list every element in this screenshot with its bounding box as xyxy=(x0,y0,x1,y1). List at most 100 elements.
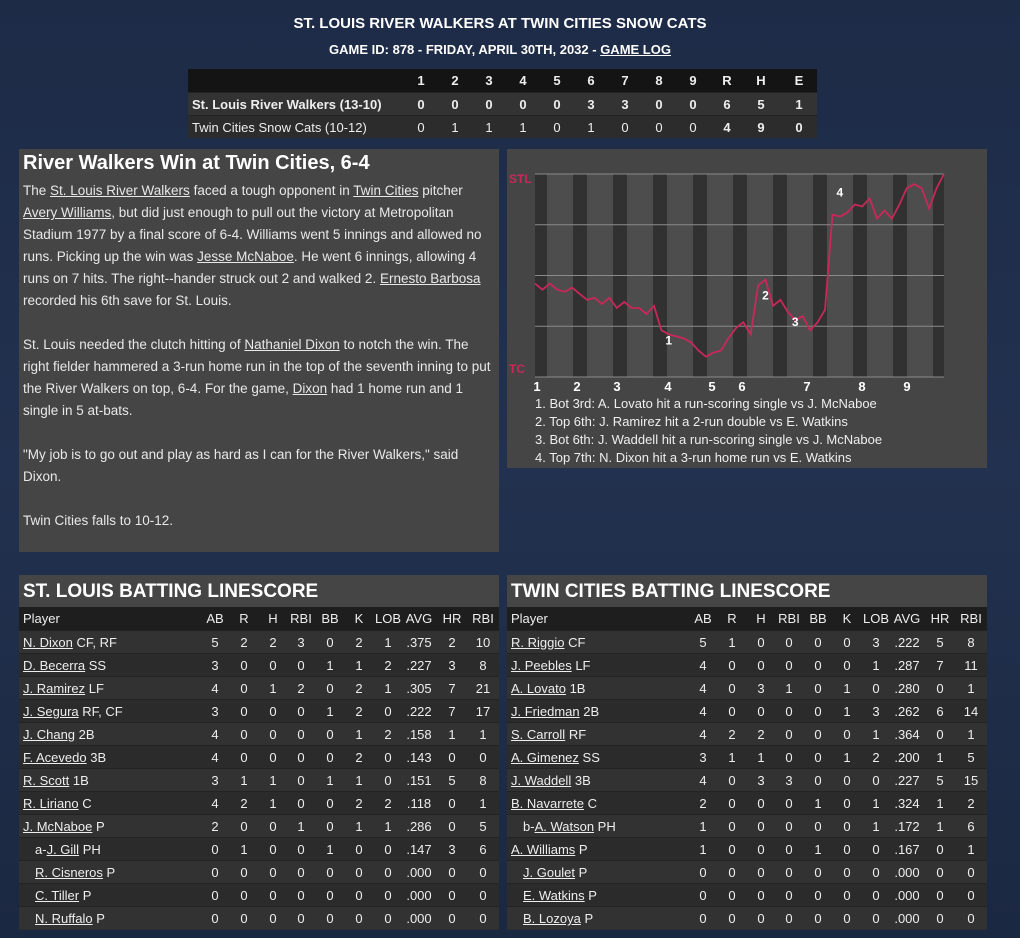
article-link[interactable]: Dixon xyxy=(292,381,328,396)
player-link[interactable]: A. Lovato xyxy=(511,681,566,696)
stat-cell: .200 xyxy=(894,750,920,765)
stat-cell: 0 xyxy=(757,796,765,811)
batting-row: R. Scott 1B 3 1 1 0 1 1 0 .151 5 8 xyxy=(19,768,499,791)
stat-cell: 0 xyxy=(872,773,880,788)
stat-cell: 0 xyxy=(297,704,305,719)
player-cell: J. Waddell 3B xyxy=(511,773,591,788)
stat-cell: .324 xyxy=(894,796,920,811)
stat-cell: 0 xyxy=(384,911,392,926)
stat-cell: 1 xyxy=(967,842,975,857)
stat-cell: .000 xyxy=(406,911,432,926)
stat-cell: 0 xyxy=(843,911,851,926)
stat-cell: 0 xyxy=(936,865,944,880)
player-link[interactable]: J. Gill xyxy=(46,842,80,857)
player-link[interactable]: S. Carroll xyxy=(511,727,566,742)
stat-cell: 0 xyxy=(814,819,822,834)
stat-cell: 0 xyxy=(326,888,334,903)
article-paragraph: The St. Louis River Walkers faced a toug… xyxy=(23,180,493,312)
player-position: CF xyxy=(568,635,586,650)
stat-cell: 0 xyxy=(384,865,392,880)
event-marker: 2 xyxy=(762,289,769,303)
player-link[interactable]: N. Dixon xyxy=(23,635,73,650)
player-link[interactable]: A. Watson xyxy=(534,819,595,834)
stat-cell: 2 xyxy=(240,796,248,811)
stat-cell: 5 xyxy=(479,819,487,834)
player-link[interactable]: J. Waddell xyxy=(511,773,572,788)
player-link[interactable]: A. Gimenez xyxy=(511,750,579,765)
linescore-col-label: 5 xyxy=(553,73,561,88)
inning-label: 4 xyxy=(664,379,672,394)
event-note: 4. Top 7th: N. Dixon hit a 3-run home ru… xyxy=(535,450,852,465)
player-link[interactable]: R. Cisneros xyxy=(35,865,103,880)
player-cell: D. Becerra SS xyxy=(23,658,106,673)
player-link[interactable]: D. Becerra xyxy=(23,658,86,673)
player-position: CF, RF xyxy=(76,635,117,650)
player-link[interactable]: B. Navarrete xyxy=(511,796,584,811)
stat-cell: 1 xyxy=(843,681,851,696)
player-link[interactable]: C. Tiller xyxy=(35,888,80,903)
stat-cell: 0 xyxy=(757,842,765,857)
page-subtitle: GAME ID: 878 - FRIDAY, APRIL 30TH, 2032 … xyxy=(0,42,1000,57)
article-link[interactable]: Jesse McNaboe xyxy=(197,249,294,264)
column-label: R xyxy=(727,611,737,626)
player-link[interactable]: R. Riggio xyxy=(511,635,565,650)
player-link[interactable]: J. Segura xyxy=(23,704,79,719)
player-link[interactable]: J. Chang xyxy=(23,727,76,742)
article-link[interactable]: St. Louis River Walkers xyxy=(50,183,190,198)
player-link[interactable]: J. Goulet xyxy=(523,865,576,880)
player-position: 1B xyxy=(569,681,586,696)
stat-cell: 0 xyxy=(699,865,707,880)
article-link[interactable]: Twin Cities xyxy=(353,183,419,198)
stat-cell: 0 xyxy=(936,888,944,903)
article-link[interactable]: Avery Williams xyxy=(23,205,112,220)
stat-cell: 0 xyxy=(240,819,248,834)
stat-cell: 0 xyxy=(757,819,765,834)
batting-row: A. Williams P 1 0 0 0 1 0 0 .167 0 1 xyxy=(507,837,987,860)
stat-cell: 0 xyxy=(785,727,793,742)
stat-cell: 2 xyxy=(699,796,707,811)
stat-cell: .143 xyxy=(406,750,432,765)
player-link[interactable]: J. Peebles xyxy=(511,658,572,673)
stat-cell: 0 xyxy=(479,865,487,880)
stat-cell: 1 xyxy=(355,819,363,834)
stat-cell: .000 xyxy=(406,888,432,903)
stat-cell: 0 xyxy=(384,750,392,765)
player-link[interactable]: J. McNaboe xyxy=(23,819,93,834)
player-link[interactable]: N. Ruffalo xyxy=(35,911,93,926)
stat-cell: 0 xyxy=(785,888,793,903)
batting-title-bar: TWIN CITIES BATTING LINESCORE xyxy=(507,575,987,607)
player-link[interactable]: F. Acevedo xyxy=(23,750,87,765)
stat-cell: 2 xyxy=(355,704,363,719)
stat-cell: 0 xyxy=(448,865,456,880)
player-link[interactable]: B. Lozoya xyxy=(523,911,581,926)
column-label: H xyxy=(268,611,278,626)
team-name: St. Louis River Walkers (13-10) xyxy=(192,97,382,112)
stat-cell: 4 xyxy=(211,750,219,765)
column-label: AVG xyxy=(405,611,433,626)
stat-cell: 3 xyxy=(211,658,219,673)
stat-cell: .172 xyxy=(894,819,920,834)
player-position: P xyxy=(96,911,105,926)
player-link[interactable]: J. Ramirez xyxy=(23,681,86,696)
stat-cell: 1 xyxy=(448,727,456,742)
player-link[interactable]: A. Williams xyxy=(511,842,576,857)
linescore-cell: 0 xyxy=(519,97,527,112)
player-link[interactable]: R. Liriano xyxy=(23,796,79,811)
stat-cell: .222 xyxy=(894,635,920,650)
stat-cell: 5 xyxy=(936,635,944,650)
stat-cell: 0 xyxy=(936,911,944,926)
game-log-link[interactable]: GAME LOG xyxy=(600,42,671,57)
stat-cell: .000 xyxy=(894,911,920,926)
article-link[interactable]: Nathaniel Dixon xyxy=(244,337,340,352)
stat-cell: 3 xyxy=(699,750,707,765)
player-link[interactable]: R. Scott xyxy=(23,773,70,788)
player-position: 3B xyxy=(90,750,107,765)
article-link[interactable]: Ernesto Barbosa xyxy=(379,271,481,286)
stat-cell: 0 xyxy=(297,750,305,765)
stat-cell: 1 xyxy=(699,842,707,857)
player-link[interactable]: J. Friedman xyxy=(511,704,580,719)
player-cell: B. Navarrete C xyxy=(511,796,597,811)
stat-cell: 0 xyxy=(211,911,219,926)
column-label: RBI xyxy=(778,611,800,626)
player-link[interactable]: E. Watkins xyxy=(523,888,585,903)
